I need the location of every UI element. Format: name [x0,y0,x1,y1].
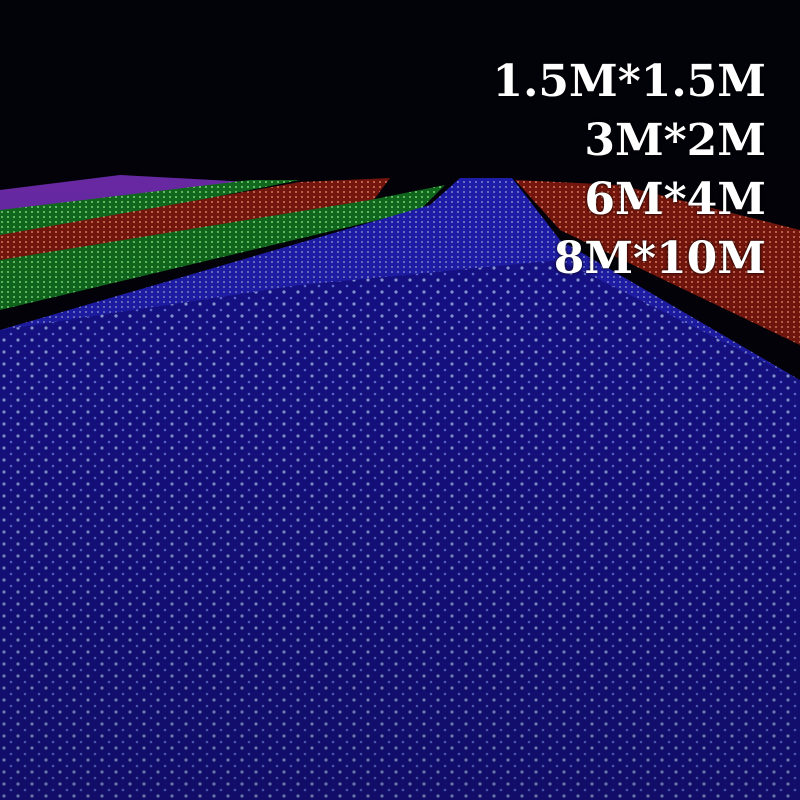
size-label: 1.5M*1.5M [492,56,766,107]
size-label: 3M*2M [584,115,766,166]
size-label: 8M*10M [553,233,766,284]
size-options-overlay: 1.5M*1.5M 3M*2M 6M*4M 8M*10M [492,52,766,288]
size-label: 6M*4M [584,174,766,225]
